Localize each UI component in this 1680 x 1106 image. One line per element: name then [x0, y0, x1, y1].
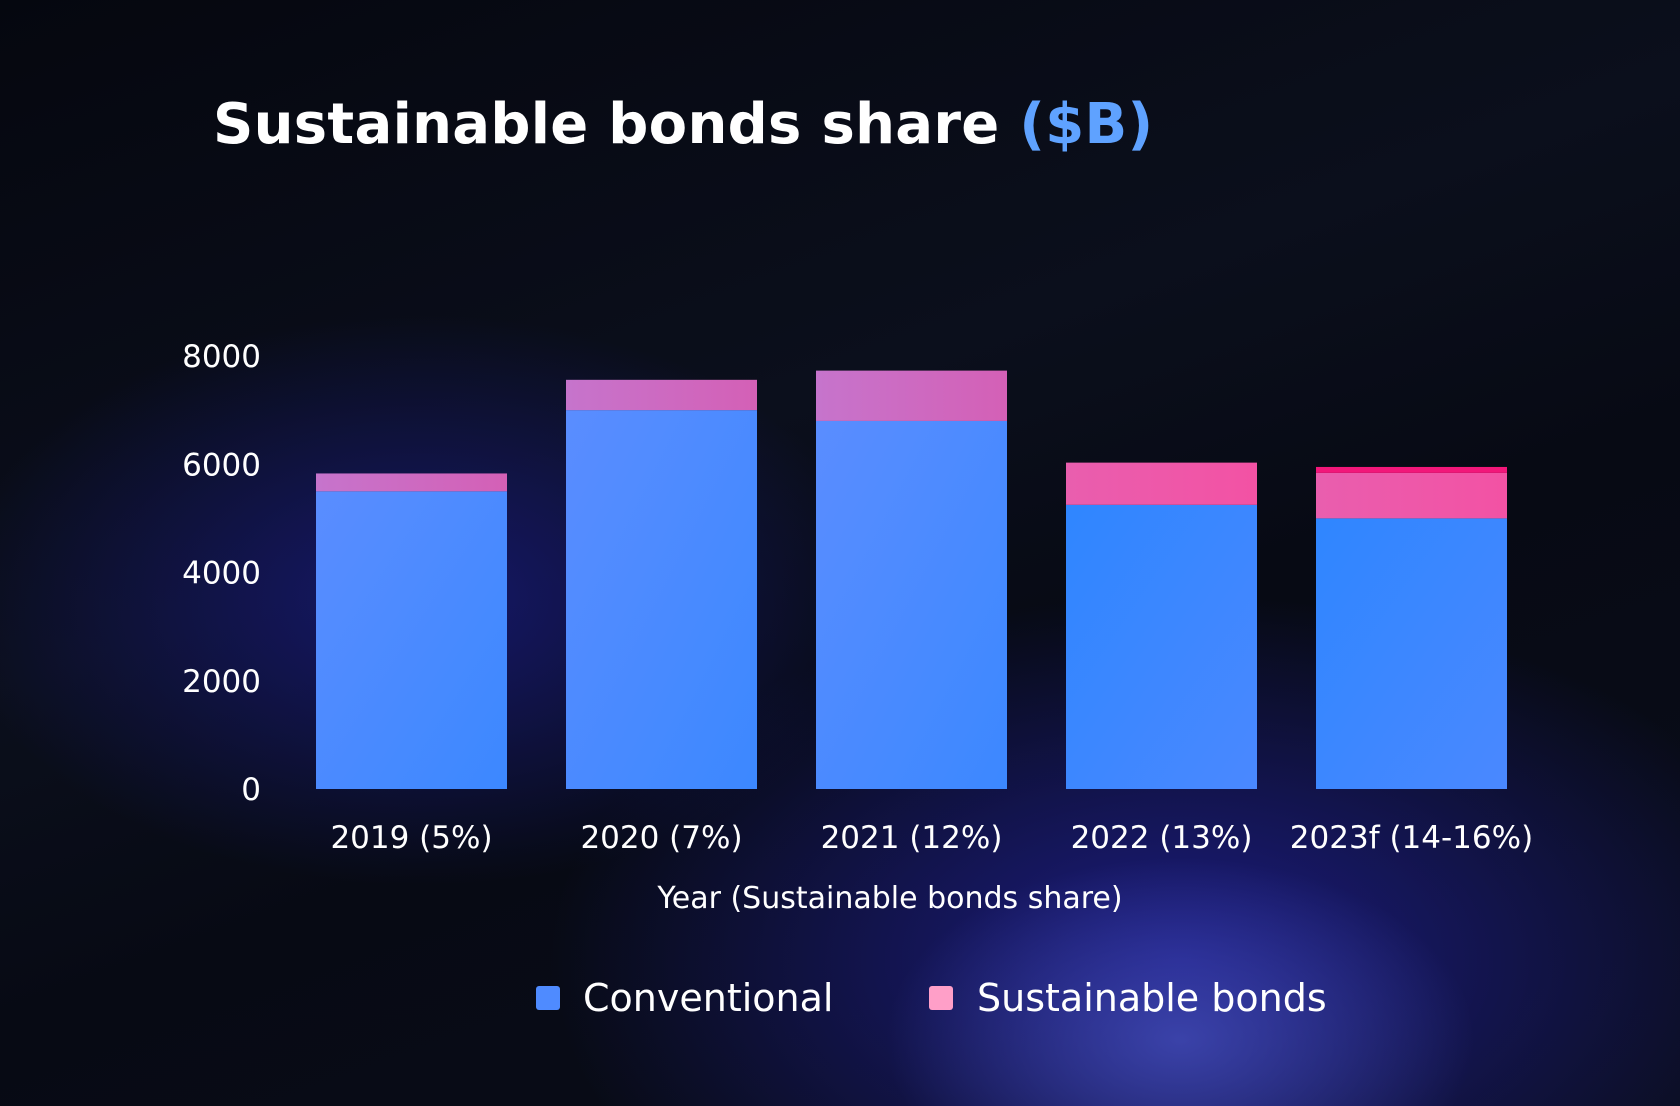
chart-title-unit: ($B) [1019, 92, 1154, 157]
bar-conventional [816, 420, 1007, 789]
x-tick-label: 2020 (7%) [580, 820, 742, 856]
bar-conventional [316, 491, 507, 789]
bar-sustainable-bonds [316, 473, 507, 492]
chart-title-text: Sustainable bonds share [213, 92, 1000, 157]
x-tick-label: 2019 (5%) [330, 820, 492, 856]
bar-conventional [566, 410, 757, 789]
bar-sustainable-bonds [1066, 462, 1257, 505]
y-tick-label: 4000 [182, 556, 261, 592]
legend-label-sustainable: Sustainable bonds [977, 976, 1327, 1020]
bar-conventional [1316, 518, 1507, 789]
bar-sustainable-bonds [1316, 472, 1507, 519]
legend: Conventional Sustainable bonds [536, 976, 1327, 1020]
x-tick-label: 2022 (13%) [1071, 820, 1253, 856]
bar-conventional [1066, 504, 1257, 789]
y-tick-label: 2000 [182, 664, 261, 700]
y-tick-label: 8000 [182, 339, 261, 375]
y-tick-label: 0 [241, 772, 261, 808]
x-tick-label: 2021 (12%) [821, 820, 1003, 856]
y-tick-label: 6000 [182, 447, 261, 483]
chart-title: Sustainable bonds share ($B) [213, 92, 1153, 157]
bar-sustainable-bonds [816, 370, 1007, 421]
bar-sustainable-forecast-range [1316, 466, 1507, 473]
legend-label-conventional: Conventional [583, 976, 833, 1020]
legend-swatch-sustainable [929, 986, 953, 1010]
bar-sustainable-bonds [566, 379, 757, 411]
legend-swatch-conventional [536, 986, 560, 1010]
x-tick-label: 2023f (14-16%) [1290, 820, 1533, 856]
x-axis-title: Year (Sustainable bonds share) [656, 881, 1122, 916]
